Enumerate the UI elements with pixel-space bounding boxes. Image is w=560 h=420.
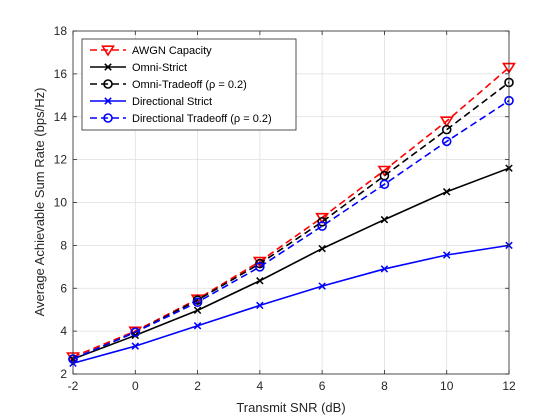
- legend-label: AWGN Capacity: [132, 45, 212, 57]
- data-point: [439, 116, 454, 128]
- y-tick-label: 16: [54, 67, 68, 81]
- x-tick-label: 6: [319, 379, 326, 393]
- data-point: [380, 215, 389, 224]
- series-layer: [66, 62, 516, 368]
- legend-marker: [104, 63, 112, 71]
- data-point: [256, 277, 264, 285]
- data-point: [131, 342, 140, 350]
- x-tick-label: 12: [502, 379, 516, 393]
- y-tick-label: 6: [60, 281, 67, 295]
- data-point: [317, 221, 327, 231]
- x-tick-label: 8: [381, 379, 388, 393]
- data-point: [442, 251, 451, 259]
- y-tick-label: 18: [54, 24, 68, 38]
- y-tick-label: 14: [54, 110, 68, 124]
- series-line: [72, 167, 510, 360]
- y-tick-label: 4: [60, 324, 67, 338]
- data-point: [379, 179, 390, 190]
- data-point: [318, 244, 326, 253]
- legend-marker: [103, 79, 113, 89]
- data-point: [442, 188, 451, 196]
- series-3: [69, 241, 513, 368]
- ticks: -2 0 2 4 6 8 10 12 2 4 6 8 10 12 14 16 18: [54, 24, 516, 393]
- x-tick-label: 0: [132, 379, 139, 393]
- series-line: [72, 66, 510, 358]
- legend-label: Omni-Tradeoff (ρ = 0.2): [132, 79, 247, 91]
- data-point: [130, 327, 141, 337]
- series-line: [72, 100, 510, 360]
- x-tick-label: 10: [440, 379, 454, 393]
- data-point: [441, 124, 452, 135]
- y-tick-label: 2: [60, 367, 67, 381]
- data-point: [317, 216, 327, 227]
- x-tick-label: -2: [68, 379, 79, 393]
- data-point: [377, 165, 392, 177]
- x-axis-label: Transmit SNR (dB): [236, 400, 345, 415]
- legend-marker: [101, 45, 115, 57]
- x-tick-label: 2: [194, 379, 201, 393]
- data-point: [318, 282, 326, 290]
- data-point: [193, 322, 202, 330]
- data-point: [441, 136, 452, 147]
- legend: AWGN Capacity Omni-Strict Omni-Tradeoff (ρ…: [81, 38, 297, 131]
- data-point: [192, 297, 203, 307]
- series-line: [72, 244, 510, 365]
- y-tick-label: 12: [54, 153, 68, 167]
- legend-marker: [104, 97, 112, 105]
- x-tick-label: 4: [257, 379, 264, 393]
- data-point: [193, 306, 202, 315]
- legend-label: Directional Tradeoff (ρ = 0.2): [132, 113, 272, 125]
- y-tick-label: 10: [54, 196, 68, 210]
- data-point: [255, 262, 265, 272]
- data-point: [380, 265, 389, 273]
- legend-label: Omni-Strict: [132, 62, 187, 74]
- y-axis-label: Average Achievable Sum Rate (bps/Hz): [32, 88, 47, 317]
- data-point: [256, 301, 264, 310]
- legend-label: Directional Strict: [132, 96, 212, 108]
- y-tick-label: 8: [60, 238, 67, 252]
- legend-marker: [103, 113, 113, 123]
